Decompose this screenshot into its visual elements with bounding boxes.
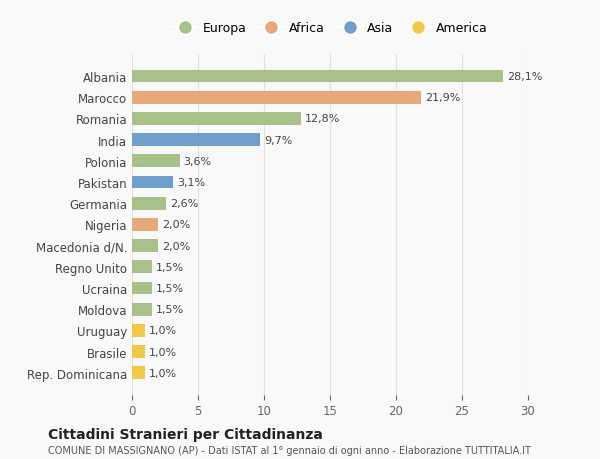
- Bar: [132, 240, 158, 252]
- Text: 1,0%: 1,0%: [149, 347, 177, 357]
- Bar: [132, 282, 152, 295]
- Text: 2,6%: 2,6%: [170, 199, 199, 209]
- Text: 3,1%: 3,1%: [177, 178, 205, 188]
- Bar: [132, 92, 421, 104]
- Bar: [132, 367, 145, 379]
- Text: COMUNE DI MASSIGNANO (AP) - Dati ISTAT al 1° gennaio di ogni anno - Elaborazione: COMUNE DI MASSIGNANO (AP) - Dati ISTAT a…: [48, 445, 531, 455]
- Bar: [132, 71, 503, 83]
- Text: 1,5%: 1,5%: [156, 304, 184, 314]
- Text: 9,7%: 9,7%: [264, 135, 292, 146]
- Text: 1,0%: 1,0%: [149, 368, 177, 378]
- Legend: Europa, Africa, Asia, America: Europa, Africa, Asia, America: [167, 17, 493, 40]
- Bar: [132, 218, 158, 231]
- Bar: [132, 197, 166, 210]
- Text: 21,9%: 21,9%: [425, 93, 460, 103]
- Text: 2,0%: 2,0%: [163, 241, 191, 251]
- Text: 1,5%: 1,5%: [156, 262, 184, 272]
- Bar: [132, 303, 152, 316]
- Text: 12,8%: 12,8%: [305, 114, 340, 124]
- Text: 3,6%: 3,6%: [184, 157, 212, 167]
- Text: Cittadini Stranieri per Cittadinanza: Cittadini Stranieri per Cittadinanza: [48, 427, 323, 441]
- Text: 1,0%: 1,0%: [149, 326, 177, 336]
- Bar: [132, 261, 152, 274]
- Bar: [132, 113, 301, 125]
- Bar: [132, 155, 179, 168]
- Bar: [132, 176, 173, 189]
- Bar: [132, 134, 260, 147]
- Text: 28,1%: 28,1%: [507, 72, 542, 82]
- Bar: [132, 346, 145, 358]
- Bar: [132, 325, 145, 337]
- Text: 1,5%: 1,5%: [156, 283, 184, 293]
- Text: 2,0%: 2,0%: [163, 220, 191, 230]
